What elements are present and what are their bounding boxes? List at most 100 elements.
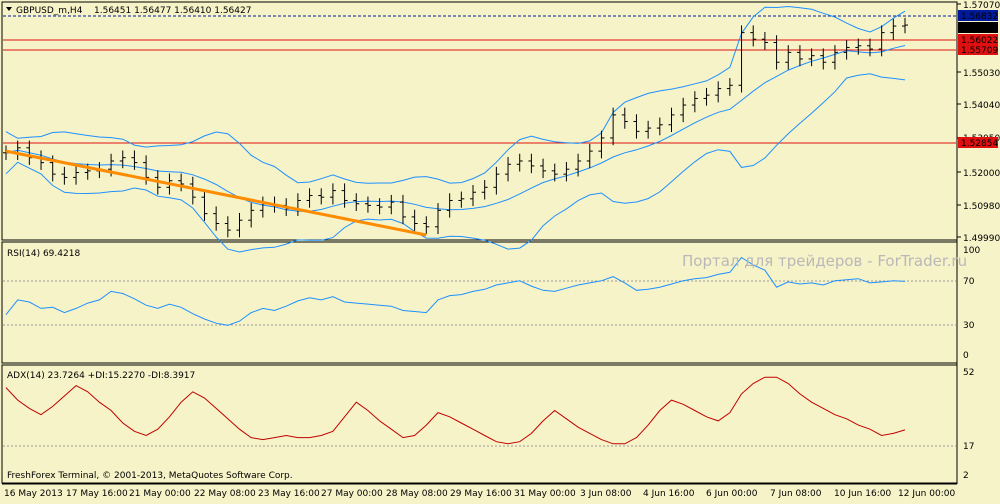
adx-label: ADX(14) 23.7264 +DI:15.2270 -DI:8.3917 — [7, 371, 195, 381]
adx-axis-label: 2 — [963, 471, 969, 481]
time-axis-label: 10 Jun 16:00 — [834, 489, 891, 499]
time-axis-label: 29 May 16:00 — [450, 489, 512, 499]
candle — [131, 150, 138, 170]
price-tag-level: 1.56022 — [961, 36, 998, 46]
symbol-dropdown-icon[interactable] — [6, 7, 12, 11]
time-axis: 16 May 2013 17 May 16:00 21 May 00:00 22… — [4, 489, 955, 499]
candle — [878, 25, 885, 57]
price-tag-current-high: 1.56832 — [961, 12, 998, 22]
rsi-line-layer — [5, 256, 906, 326]
rsi-label: RSI(14) 69.4218 — [7, 249, 80, 259]
time-axis-label: 6 Jun 00:00 — [706, 489, 758, 499]
candle — [73, 165, 80, 185]
candle — [715, 81, 722, 103]
symbol-label: GBPUSD_m,H4 — [16, 6, 83, 16]
time-axis-label: 27 May 00:00 — [321, 489, 383, 499]
price-tag-bg — [958, 22, 998, 33]
adx-axis-label: 52 — [963, 368, 974, 378]
candle — [890, 18, 897, 40]
candle — [738, 25, 745, 93]
candle — [820, 48, 827, 70]
candle — [540, 158, 547, 179]
orange-trendline[interactable] — [5, 149, 427, 237]
rsi-axis-label: 70 — [963, 277, 975, 287]
time-axis-label: 16 May 2013 — [4, 489, 63, 499]
candle — [353, 193, 360, 212]
candle — [458, 191, 465, 208]
rsi-axis-label: 30 — [963, 321, 975, 331]
bollinger-bands — [5, 5, 906, 253]
rsi-line — [5, 256, 906, 326]
price-axis-label: 1.57070 — [963, 1, 1000, 11]
time-axis-label: 17 May 16:00 — [66, 489, 128, 499]
candle — [318, 188, 325, 205]
price-tag-bg — [958, 10, 998, 21]
candle — [586, 143, 593, 169]
time-axis-label: 22 May 08:00 — [194, 489, 256, 499]
candle — [213, 206, 220, 231]
candle — [855, 38, 862, 55]
candle — [388, 194, 395, 215]
time-axis-label: 31 May 00:00 — [514, 489, 576, 499]
candle — [808, 48, 815, 67]
price-tag-bg — [958, 34, 998, 45]
candle — [306, 188, 313, 208]
candle — [773, 35, 780, 70]
candle — [399, 194, 406, 225]
time-axis-label: 28 May 08:00 — [386, 489, 448, 499]
candle — [750, 25, 757, 47]
candle — [376, 198, 383, 215]
adx-line-layer — [5, 376, 906, 445]
adx-pane-frame — [1, 364, 958, 484]
candle — [481, 180, 488, 200]
candle — [61, 166, 68, 185]
candle — [621, 107, 628, 129]
candle — [248, 203, 255, 228]
candle — [259, 196, 266, 218]
candle — [866, 38, 873, 57]
price-tags: 1.56832 1.56427 1.56022 1.55709 1.52854 — [958, 10, 998, 149]
candle — [528, 153, 535, 174]
candle — [446, 193, 453, 218]
candle — [761, 31, 768, 50]
watermark: Портал для трейдеров - ForTrader.ru — [682, 252, 967, 270]
candle — [516, 153, 523, 172]
candle — [434, 203, 441, 235]
candle — [224, 216, 231, 238]
candle — [902, 17, 908, 34]
candle — [493, 166, 500, 195]
candle — [680, 97, 687, 123]
time-axis-label: 12 Jun 00:00 — [898, 489, 955, 499]
candle — [843, 40, 850, 60]
candle — [189, 176, 196, 205]
candle — [470, 185, 477, 207]
candle — [551, 163, 558, 182]
candle — [201, 189, 208, 221]
price-tag-bg — [958, 44, 998, 55]
rsi-axis-label: 0 — [963, 351, 969, 361]
candle — [38, 150, 45, 170]
candle — [563, 161, 570, 182]
adx-axis-label: 17 — [963, 442, 974, 452]
price-axis-label: 1.55030 — [963, 69, 1000, 79]
candle — [423, 216, 430, 235]
price-axis-label: 1.50980 — [963, 202, 1000, 212]
candle — [505, 157, 512, 182]
candle — [411, 209, 418, 231]
candle — [598, 130, 605, 159]
candle — [575, 153, 582, 177]
candle — [633, 114, 640, 139]
candle — [610, 107, 617, 146]
candle — [703, 87, 710, 106]
candle — [796, 45, 803, 67]
rsi-axis-label: 100 — [963, 246, 980, 256]
price-axis-label: 1.54040 — [963, 101, 1000, 111]
candle — [236, 212, 243, 238]
price-tag-level: 1.55709 — [961, 46, 998, 56]
time-axis-label: 23 May 16:00 — [258, 489, 320, 499]
rsi-axis: 100 70 30 0 — [963, 246, 980, 361]
time-axis-label: 7 Jun 08:00 — [770, 489, 822, 499]
bollinger-middle — [5, 45, 906, 212]
